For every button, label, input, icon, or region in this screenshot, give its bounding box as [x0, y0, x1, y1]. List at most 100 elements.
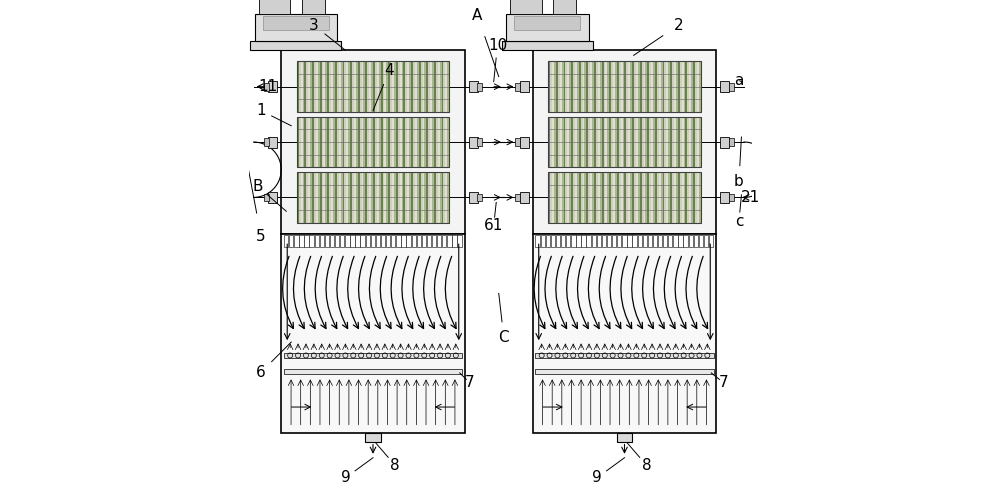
- Bar: [318, 61, 320, 112]
- Bar: [647, 172, 649, 223]
- Bar: [432, 235, 436, 247]
- Bar: [445, 61, 447, 112]
- Bar: [592, 235, 596, 247]
- Bar: [556, 235, 560, 247]
- Bar: [598, 61, 600, 112]
- Bar: [340, 235, 344, 247]
- Bar: [294, 235, 299, 247]
- Bar: [697, 61, 699, 112]
- Bar: [642, 172, 644, 223]
- Bar: [605, 117, 607, 167]
- Bar: [362, 117, 363, 167]
- Bar: [403, 117, 405, 167]
- Bar: [438, 61, 440, 112]
- Bar: [685, 172, 687, 223]
- Bar: [552, 117, 554, 167]
- Bar: [310, 172, 312, 223]
- Bar: [310, 61, 312, 112]
- Bar: [673, 235, 678, 247]
- Text: 7: 7: [719, 375, 729, 390]
- Bar: [373, 172, 375, 223]
- Bar: [365, 117, 367, 167]
- Bar: [341, 172, 343, 223]
- Bar: [535, 235, 540, 247]
- Bar: [333, 172, 335, 223]
- Bar: [687, 117, 689, 167]
- Bar: [440, 117, 442, 167]
- Bar: [358, 61, 360, 112]
- Bar: [661, 61, 663, 112]
- Bar: [337, 61, 339, 112]
- Bar: [678, 117, 680, 167]
- Bar: [384, 117, 386, 167]
- Bar: [423, 61, 424, 112]
- Bar: [596, 117, 598, 167]
- Bar: [301, 172, 303, 223]
- Bar: [564, 61, 565, 112]
- Bar: [638, 61, 640, 112]
- Bar: [611, 61, 613, 112]
- Bar: [445, 172, 447, 223]
- Bar: [373, 61, 375, 112]
- Bar: [413, 117, 415, 167]
- Bar: [668, 235, 672, 247]
- Bar: [304, 117, 306, 167]
- Text: 7: 7: [465, 375, 475, 390]
- Bar: [611, 172, 613, 223]
- Bar: [510, 0, 542, 14]
- Bar: [670, 172, 672, 223]
- Bar: [350, 117, 352, 167]
- Bar: [655, 61, 657, 112]
- Bar: [396, 117, 398, 167]
- Bar: [624, 117, 626, 167]
- Bar: [383, 117, 384, 167]
- Text: 9: 9: [592, 470, 602, 485]
- Bar: [383, 61, 384, 112]
- Bar: [360, 172, 362, 223]
- Bar: [657, 117, 659, 167]
- Bar: [432, 117, 434, 167]
- Bar: [644, 172, 645, 223]
- Bar: [329, 61, 331, 112]
- Bar: [297, 117, 299, 167]
- Bar: [567, 172, 569, 223]
- Bar: [424, 117, 426, 167]
- Bar: [676, 117, 678, 167]
- Bar: [550, 117, 552, 167]
- Bar: [390, 172, 392, 223]
- Bar: [573, 172, 575, 223]
- Bar: [396, 235, 401, 247]
- Bar: [377, 172, 379, 223]
- Bar: [699, 235, 703, 247]
- Bar: [356, 172, 358, 223]
- Bar: [352, 117, 354, 167]
- Bar: [699, 172, 701, 223]
- Bar: [695, 117, 697, 167]
- Bar: [565, 117, 567, 167]
- Bar: [551, 235, 555, 247]
- Bar: [360, 61, 362, 112]
- Bar: [419, 61, 421, 112]
- Bar: [609, 117, 611, 167]
- Bar: [569, 172, 571, 223]
- Bar: [299, 172, 301, 223]
- Bar: [729, 194, 734, 201]
- Bar: [443, 61, 445, 112]
- Bar: [638, 235, 642, 247]
- Bar: [651, 61, 653, 112]
- Bar: [704, 235, 708, 247]
- Bar: [344, 172, 346, 223]
- Text: 9: 9: [341, 470, 350, 485]
- Bar: [327, 172, 329, 223]
- Bar: [308, 172, 310, 223]
- Bar: [554, 61, 556, 112]
- Bar: [400, 172, 402, 223]
- Bar: [443, 172, 445, 223]
- Bar: [636, 172, 638, 223]
- Bar: [604, 117, 605, 167]
- Bar: [428, 117, 430, 167]
- Bar: [442, 117, 443, 167]
- Bar: [655, 117, 657, 167]
- Bar: [371, 235, 375, 247]
- Bar: [548, 61, 701, 112]
